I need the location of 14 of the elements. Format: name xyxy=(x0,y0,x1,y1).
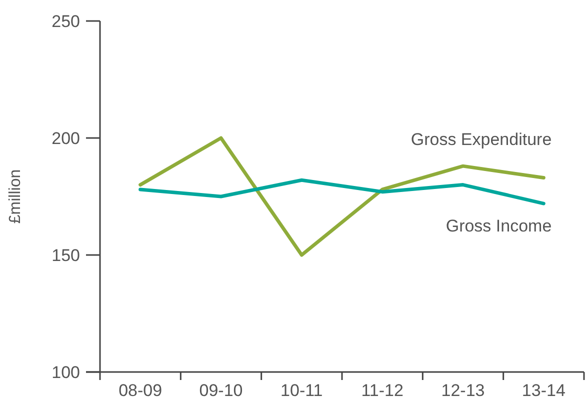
y-axis-title: £million xyxy=(7,169,24,224)
x-tick-label: 13-14 xyxy=(522,381,566,400)
y-tick-label: 200 xyxy=(52,128,80,148)
x-tick-label: 12-13 xyxy=(441,381,485,400)
x-tick-label: 08-09 xyxy=(118,381,162,400)
line-series xyxy=(138,178,546,206)
y-tick-label: 250 xyxy=(52,12,80,31)
series-label: Gross Expenditure xyxy=(410,130,552,149)
series-label: Gross Income xyxy=(446,216,552,236)
x-tick-label: 10-11 xyxy=(280,381,323,400)
y-tick-label: 100 xyxy=(52,362,80,382)
x-tick-label: 09-10 xyxy=(199,381,243,400)
y-tick-label: 150 xyxy=(52,246,80,265)
x-tick-label: 11-12 xyxy=(361,381,404,400)
